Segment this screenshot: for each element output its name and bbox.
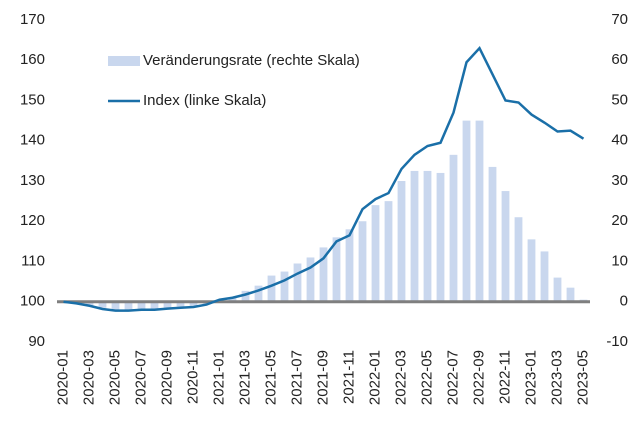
x-tick-label: 2021-05 [262, 350, 279, 405]
bar [163, 301, 172, 308]
bar [527, 239, 536, 302]
x-tick-label: 2020-07 [132, 350, 149, 405]
bar [358, 221, 367, 302]
x-tick-label: 2020-03 [80, 350, 97, 405]
bar [345, 229, 354, 302]
y-tick-label: 110 [21, 252, 45, 269]
x-tick-label: 2023-05 [574, 350, 591, 405]
index-line [63, 45, 585, 312]
x-tick-label: 2020-05 [106, 350, 123, 405]
bar [176, 301, 185, 307]
y-tick-label: 100 [20, 293, 45, 310]
x-tick-label: 2022-11 [496, 350, 513, 404]
bar [319, 247, 328, 302]
x-tick-label: 2022-07 [444, 350, 461, 405]
y-tick-label: 170 [20, 11, 45, 28]
bar [124, 301, 133, 310]
bar [254, 285, 263, 302]
x-tick-label: 2022-09 [470, 350, 487, 405]
bar [293, 263, 302, 302]
y-tick-label: 90 [28, 333, 45, 350]
bar [228, 297, 237, 302]
legend-label: Veränderungsrate (rechte Skala) [143, 52, 360, 69]
bar [553, 277, 562, 302]
y2-tick-label: -10 [606, 333, 628, 350]
x-tick-label: 2023-01 [522, 350, 539, 405]
bar [85, 301, 94, 306]
x-tick-label: 2021-01 [210, 350, 227, 405]
bar [137, 301, 146, 310]
bar [267, 275, 276, 302]
bar [189, 301, 198, 306]
bar [475, 120, 484, 302]
bar [501, 191, 510, 302]
y-tick-label: 160 [20, 51, 45, 68]
bar [241, 290, 250, 302]
x-tick-label: 2022-05 [418, 350, 435, 405]
y2-tick-label: 30 [611, 172, 628, 189]
bar [371, 205, 380, 302]
bar [150, 301, 159, 309]
x-tick-label: 2020-01 [54, 350, 71, 405]
legend-label: Index (linke Skala) [143, 92, 266, 109]
bar [566, 287, 575, 302]
y2-tick-label: 60 [611, 51, 628, 68]
y2-tick-label: 0 [620, 293, 628, 310]
bar [514, 217, 523, 302]
x-tick-label: 2023-03 [548, 350, 565, 405]
bar [410, 170, 419, 302]
x-tick-label: 2021-09 [314, 350, 331, 405]
bar [436, 172, 445, 302]
y2-tick-label: 50 [611, 91, 628, 108]
legend-swatch [108, 56, 140, 66]
bar [462, 120, 471, 302]
x-tick-label: 2021-11 [340, 350, 357, 404]
bar [423, 170, 432, 302]
bar [332, 237, 341, 302]
y-tick-label: 150 [20, 91, 45, 108]
bar [397, 181, 406, 302]
y2-tick-label: 70 [611, 11, 628, 28]
y-tick-label: 140 [20, 132, 45, 149]
bar [449, 154, 458, 302]
y2-tick-label: 20 [611, 212, 628, 229]
bar [384, 201, 393, 302]
x-tick-label: 2020-11 [184, 350, 201, 404]
bar [280, 271, 289, 302]
bar [306, 257, 315, 302]
y2-tick-label: 40 [611, 132, 628, 149]
x-tick-label: 2022-01 [366, 350, 383, 405]
y-tick-label: 120 [20, 212, 45, 229]
bar [540, 251, 549, 302]
x-tick-label: 2022-03 [392, 350, 409, 405]
x-tick-label: 2021-07 [288, 350, 305, 405]
bar [488, 166, 497, 302]
x-tick-label: 2020-09 [158, 350, 175, 405]
bar [98, 301, 107, 308]
x-tick-label: 2021-03 [236, 350, 253, 405]
y2-tick-label: 10 [611, 252, 628, 269]
bar [111, 301, 120, 310]
y-tick-label: 130 [20, 172, 45, 189]
